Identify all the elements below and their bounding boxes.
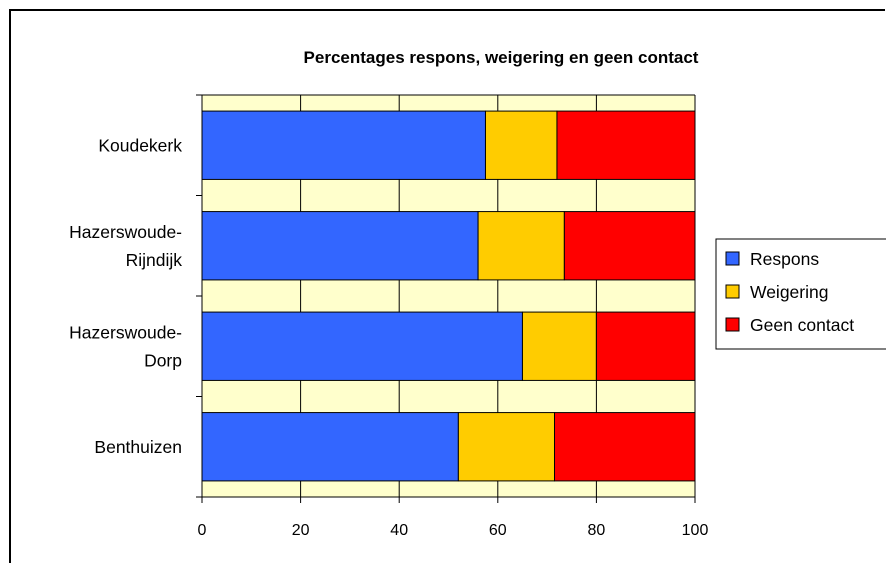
category-label-line: Hazerswoude- <box>69 322 182 342</box>
plot-area: KoudekerkHazerswoude-RijndijkHazerswoude… <box>69 94 709 539</box>
bar-respons <box>201 110 486 180</box>
bar-geen-contact <box>563 211 696 281</box>
legend-swatch <box>725 317 740 332</box>
x-tick-label: 100 <box>682 522 709 539</box>
bar-respons <box>201 211 479 281</box>
legend-label: Weigering <box>750 282 828 302</box>
bar-weigering <box>477 211 565 281</box>
x-tick-label: 20 <box>292 522 310 539</box>
legend-label: Respons <box>750 249 819 269</box>
x-tick-label: 40 <box>390 522 408 539</box>
bar-respons <box>201 412 459 482</box>
legend: Respons Weigering Geen contact <box>715 238 886 350</box>
category-label: Benthuizen <box>94 437 182 457</box>
x-tick-label: 0 <box>198 522 207 539</box>
category-label-line: Koudekerk <box>98 135 182 155</box>
bar-weigering <box>521 311 597 381</box>
bar-respons <box>201 311 523 381</box>
category-label: Koudekerk <box>98 135 182 155</box>
legend-swatch <box>725 284 740 299</box>
bar-geen-contact <box>553 412 696 482</box>
category-label: Hazerswoude- Rijndijk <box>69 222 182 270</box>
bar-weigering <box>457 412 555 482</box>
category-label-line: Hazerswoude- <box>69 222 182 242</box>
bar-geen-contact <box>556 110 696 180</box>
category-label-line: Benthuizen <box>94 437 182 457</box>
legend-label: Geen contact <box>750 315 854 335</box>
category-label-line: Rijndijk <box>126 250 183 270</box>
chart-title: Percentages respons, weigering en geen c… <box>304 48 699 67</box>
x-tick-label: 60 <box>489 522 507 539</box>
bar-geen-contact <box>595 311 696 381</box>
category-label-line: Dorp <box>144 350 182 370</box>
bar-weigering <box>484 110 558 180</box>
category-label: Hazerswoude- Dorp <box>69 322 182 370</box>
x-tick-label: 80 <box>588 522 606 539</box>
legend-box <box>715 238 886 350</box>
legend-swatch <box>725 251 740 266</box>
